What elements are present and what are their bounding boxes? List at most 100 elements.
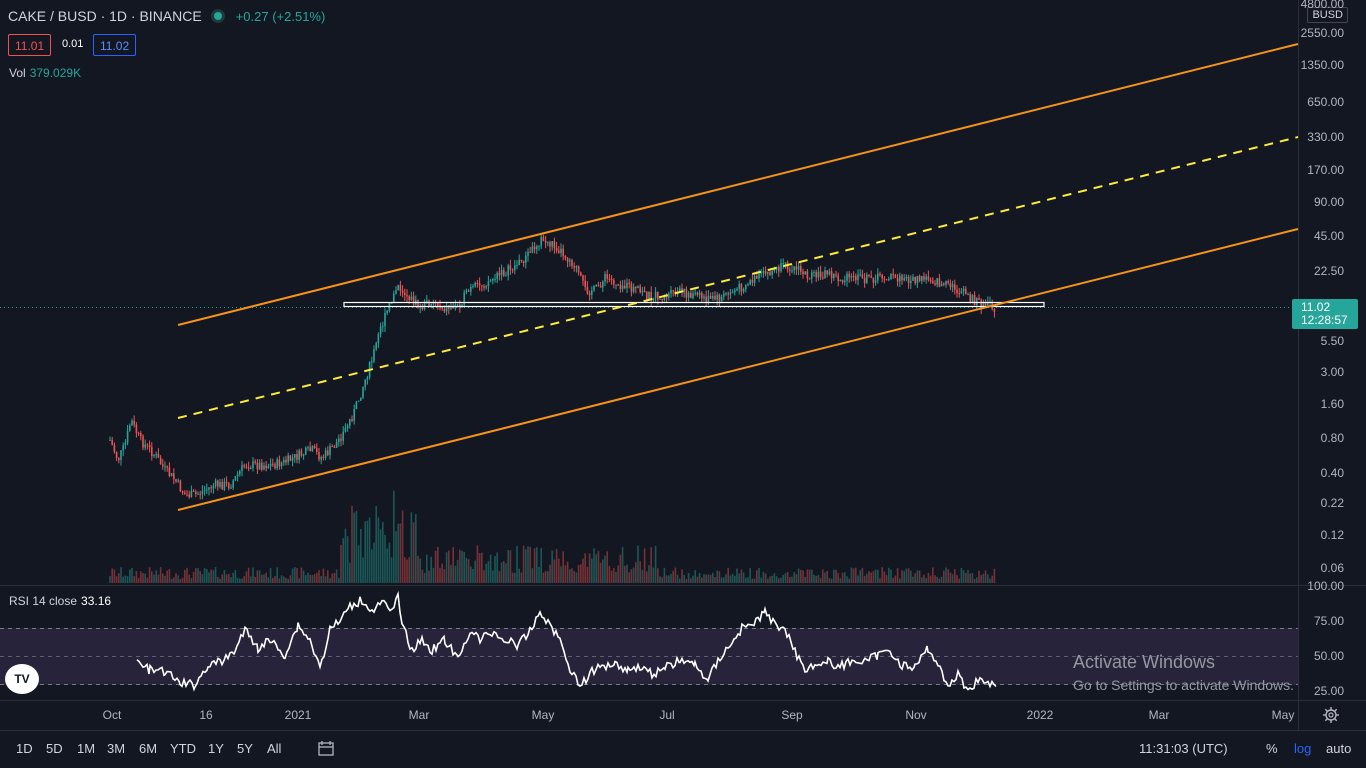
range-button-ytd[interactable]: YTD bbox=[170, 741, 196, 756]
candle-body bbox=[709, 296, 712, 299]
candle-body bbox=[146, 444, 149, 446]
volume-bar bbox=[679, 578, 681, 583]
percent-scale-toggle[interactable]: % bbox=[1266, 741, 1278, 756]
candle-body bbox=[560, 248, 562, 253]
volume-bar bbox=[492, 570, 494, 583]
channel-upper-line[interactable] bbox=[177, 43, 1299, 326]
symbol-title[interactable]: CAKE / BUSD · 1D · BINANCE bbox=[8, 8, 202, 24]
candle-body bbox=[540, 236, 542, 246]
currency-badge[interactable]: BUSD bbox=[1307, 7, 1348, 23]
candle-body bbox=[384, 312, 386, 327]
volume-legend[interactable]: Vol 379.029K bbox=[9, 66, 81, 80]
volume-bar bbox=[742, 572, 745, 583]
volume-bar bbox=[608, 566, 611, 583]
candle-body bbox=[549, 242, 551, 247]
candle-body bbox=[285, 459, 287, 463]
buy-button[interactable]: 11.02 bbox=[93, 34, 137, 56]
settings-gear-icon[interactable] bbox=[1322, 706, 1340, 724]
range-button-1y[interactable]: 1Y bbox=[208, 741, 224, 756]
tradingview-logo[interactable]: TV bbox=[5, 664, 39, 694]
range-button-3m[interactable]: 3M bbox=[107, 741, 126, 756]
candle-body bbox=[967, 294, 969, 296]
range-button-1d[interactable]: 1D bbox=[16, 741, 33, 756]
candle-body bbox=[973, 295, 976, 306]
volume-bar bbox=[553, 559, 556, 583]
candle-body bbox=[833, 274, 835, 279]
candle-body bbox=[885, 279, 888, 281]
volume-bar bbox=[245, 571, 248, 583]
log-scale-toggle[interactable]: log bbox=[1294, 741, 1312, 756]
channel-lower-line[interactable] bbox=[177, 228, 1299, 511]
auto-scale-toggle[interactable]: auto bbox=[1326, 741, 1352, 756]
volume-bar bbox=[166, 570, 168, 583]
support-rectangle[interactable] bbox=[343, 301, 1045, 308]
volume-bar bbox=[175, 573, 177, 583]
symbol-header[interactable]: CAKE / BUSD · 1D · BINANCE +0.27 (+2.51%… bbox=[8, 8, 325, 24]
clock-timezone[interactable]: 11:31:03 (UTC) bbox=[1139, 741, 1228, 756]
volume-bar bbox=[555, 549, 558, 583]
range-button-1m[interactable]: 1M bbox=[77, 741, 96, 756]
rsi-legend[interactable]: RSI 14 close 33.16 bbox=[9, 594, 111, 608]
volume-bar bbox=[461, 550, 463, 583]
range-button-all[interactable]: All bbox=[267, 741, 282, 756]
date-range-calendar-icon[interactable] bbox=[316, 740, 336, 758]
candle-body bbox=[571, 260, 573, 266]
volume-bar bbox=[184, 569, 186, 583]
candle-body bbox=[201, 490, 204, 495]
volume-bar bbox=[509, 550, 512, 583]
volume-bar bbox=[351, 506, 353, 583]
volume-bar bbox=[472, 569, 474, 583]
volume-bar bbox=[914, 573, 916, 583]
candle-body bbox=[562, 248, 564, 256]
volume-bar bbox=[450, 564, 452, 583]
volume-bar bbox=[129, 569, 131, 583]
volume-bar bbox=[551, 550, 553, 583]
time-axis-label: Mar bbox=[408, 708, 430, 722]
candle-body bbox=[111, 439, 113, 445]
candle-body bbox=[500, 270, 503, 276]
price-scale-label: 330.00 bbox=[1307, 130, 1344, 144]
volume-bar bbox=[690, 578, 692, 583]
volume-bar bbox=[454, 565, 457, 583]
candle-body bbox=[443, 308, 446, 312]
volume-bar bbox=[210, 569, 212, 583]
candle-body bbox=[406, 295, 408, 297]
range-button-5y[interactable]: 5Y bbox=[237, 741, 253, 756]
candle-body bbox=[830, 271, 833, 279]
candle-body bbox=[247, 467, 250, 469]
candle-body bbox=[159, 457, 162, 465]
rsi-scale-label: 100.00 bbox=[1307, 579, 1344, 593]
volume-bar bbox=[958, 578, 960, 583]
volume-bar bbox=[250, 576, 252, 583]
volume-bar bbox=[408, 557, 410, 583]
candle-body bbox=[729, 292, 732, 295]
range-button-6m[interactable]: 6M bbox=[139, 741, 158, 756]
candle-body bbox=[166, 466, 168, 468]
range-button-5d[interactable]: 5D bbox=[46, 741, 63, 756]
volume-bar bbox=[921, 577, 923, 583]
candle-body bbox=[575, 266, 578, 268]
volume-bar bbox=[404, 557, 406, 583]
volume-bar bbox=[289, 575, 292, 583]
volume-bar bbox=[617, 565, 619, 583]
volume-bar bbox=[778, 578, 780, 583]
candle-body bbox=[256, 462, 259, 470]
candle-body bbox=[795, 266, 798, 270]
candle-body bbox=[133, 420, 135, 425]
channel-mid-line[interactable] bbox=[177, 136, 1299, 419]
candle-body bbox=[140, 433, 142, 437]
time-axis-label: 16 bbox=[199, 708, 213, 722]
candle-body bbox=[175, 479, 177, 482]
candle-body bbox=[672, 290, 674, 292]
candle-body bbox=[610, 278, 613, 281]
candle-body bbox=[265, 465, 267, 469]
volume-bar bbox=[274, 576, 276, 583]
candle-body bbox=[421, 305, 424, 310]
candle-body bbox=[269, 463, 272, 467]
volume-bar bbox=[258, 570, 261, 583]
volume-bar bbox=[883, 571, 886, 583]
volume-bar bbox=[802, 570, 804, 583]
volume-bar bbox=[256, 570, 259, 583]
sell-button[interactable]: 11.01 bbox=[8, 34, 52, 56]
